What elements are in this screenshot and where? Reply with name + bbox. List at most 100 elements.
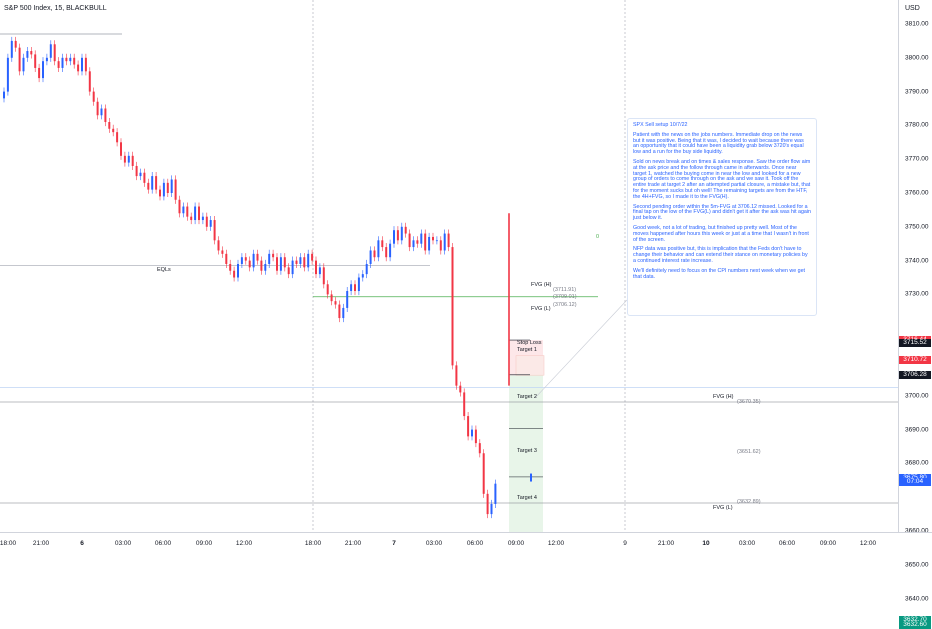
time-tick: 7 xyxy=(392,540,396,547)
candle-body xyxy=(342,307,345,319)
price-tick: 3780.00 xyxy=(905,121,929,129)
candle-body xyxy=(334,301,337,305)
target-zone xyxy=(509,375,543,532)
candle-body xyxy=(120,142,122,156)
candle-body xyxy=(88,71,91,92)
candle-body xyxy=(307,253,310,268)
candle-body xyxy=(57,61,60,68)
note-paragraph-2: Sold on news break and on times & sales … xyxy=(633,158,811,200)
time-tick: 6 xyxy=(80,540,84,547)
candle-body xyxy=(170,179,173,193)
candle-body xyxy=(361,274,364,278)
note-paragraph-5: NFP data was positive but, this is impli… xyxy=(633,246,808,264)
candle-body xyxy=(3,91,5,99)
candle-body xyxy=(166,182,169,193)
candle-body xyxy=(471,429,473,437)
stop-loss-label: Stop Loss xyxy=(517,340,542,346)
candle-body xyxy=(346,291,349,308)
candle-body xyxy=(486,493,489,515)
candle-body xyxy=(108,122,111,129)
target-4-label: Target 4 xyxy=(517,495,537,501)
chart-plot-area[interactable]: S&P 500 Index, 15, BLACKBULL EQLs 0 FVG … xyxy=(0,0,898,532)
time-tick: 9 xyxy=(623,540,627,547)
zero-label: 0 xyxy=(596,234,600,240)
candle-body xyxy=(490,503,493,515)
candle-body xyxy=(182,206,185,214)
symbol-header[interactable]: S&P 500 Index, 15, BLACKBULL xyxy=(4,5,107,12)
time-tick: 09:00 xyxy=(507,540,525,547)
price-tick: 3690.00 xyxy=(905,426,929,434)
candle-body xyxy=(291,260,294,275)
price-badge: 3715.52 xyxy=(899,339,931,348)
time-tick: 21:00 xyxy=(657,540,675,547)
candle-body xyxy=(338,304,341,319)
candle-body xyxy=(221,250,224,254)
candle-body xyxy=(174,179,177,200)
candle-body xyxy=(178,199,181,214)
target-2-label: Target 2 xyxy=(517,394,537,400)
price-tick: 3700.00 xyxy=(905,392,929,400)
candle-body xyxy=(443,233,446,251)
price-badge: 3675.80 xyxy=(899,473,931,482)
candle-body xyxy=(96,101,99,116)
candle-body xyxy=(81,57,83,72)
price-badge: 07:04 xyxy=(899,477,931,486)
candle-body xyxy=(112,128,115,133)
candle-body xyxy=(104,108,107,123)
price-badge: 3706.28 xyxy=(899,370,931,379)
drawing-lines xyxy=(0,33,898,504)
candle-body xyxy=(30,51,33,55)
candle-body xyxy=(447,233,450,248)
price-3651-label: (3651.62) xyxy=(737,449,761,455)
candle-body xyxy=(459,385,462,393)
price-tick: 3800.00 xyxy=(905,54,929,62)
candle-body xyxy=(318,267,321,275)
candle-body xyxy=(45,57,48,62)
fvg-h-top-label: FVG (H) xyxy=(531,282,552,288)
note-paragraph-4: Good week, not a lot of trading, but fin… xyxy=(633,224,809,243)
currency-label[interactable]: USD xyxy=(905,5,920,12)
candle-body xyxy=(482,453,485,494)
candle-body xyxy=(209,220,212,227)
note-paragraph-3: Second pending order within the 5m-FVG a… xyxy=(633,203,811,222)
trade-note[interactable]: SPX Sell setup 10/7/22 Patient with the … xyxy=(627,118,817,316)
target-3-label: Target 3 xyxy=(517,448,537,454)
price-axis[interactable]: 3810.00 3800.00 3790.00 3780.00 3770.00 3760.… xyxy=(898,0,932,602)
time-tick: 12:00 xyxy=(235,540,253,547)
candle-body xyxy=(268,253,271,264)
candle-body xyxy=(256,253,259,261)
price-tick: 3770.00 xyxy=(905,155,929,163)
candle-body xyxy=(315,260,317,275)
time-tick: 12:00 xyxy=(547,540,565,547)
note-title: SPX Sell setup 10/7/22 xyxy=(633,122,688,128)
candle-body xyxy=(131,155,134,166)
time-tick: 03:00 xyxy=(114,540,132,547)
candle-body xyxy=(252,253,255,268)
price-3709-label: (3709.01) xyxy=(553,294,577,300)
target-1-label: Target 1 xyxy=(517,347,537,353)
candlestick-chart[interactable] xyxy=(0,0,898,532)
candle-body xyxy=(162,182,165,197)
fvg-l-bot-label: FVG (L) xyxy=(713,505,733,511)
time-tick: 06:00 xyxy=(778,540,796,547)
candle-body xyxy=(287,267,290,275)
candle-body xyxy=(201,216,204,221)
fvg-box xyxy=(515,355,545,376)
candle-body xyxy=(14,40,17,48)
candle-body xyxy=(416,240,419,244)
candle-body xyxy=(73,57,76,65)
time-tick: 21:00 xyxy=(32,540,50,547)
candle-body xyxy=(248,260,251,268)
candle-body xyxy=(350,284,353,292)
candle-body xyxy=(42,61,44,79)
price-tick: 3740.00 xyxy=(905,257,929,265)
candle-body xyxy=(217,240,220,251)
candle-body xyxy=(229,263,232,271)
candle-body xyxy=(369,250,372,264)
candle-body xyxy=(389,243,392,258)
candle-body xyxy=(467,416,470,437)
time-tick: 09:00 xyxy=(195,540,213,547)
candle-body xyxy=(100,108,103,116)
time-axis[interactable]: 18:00 21:00 6 03:00 06:00 09:00 12:00 18:00 21:0… xyxy=(0,532,932,551)
time-tick: 09:00 xyxy=(819,540,837,547)
